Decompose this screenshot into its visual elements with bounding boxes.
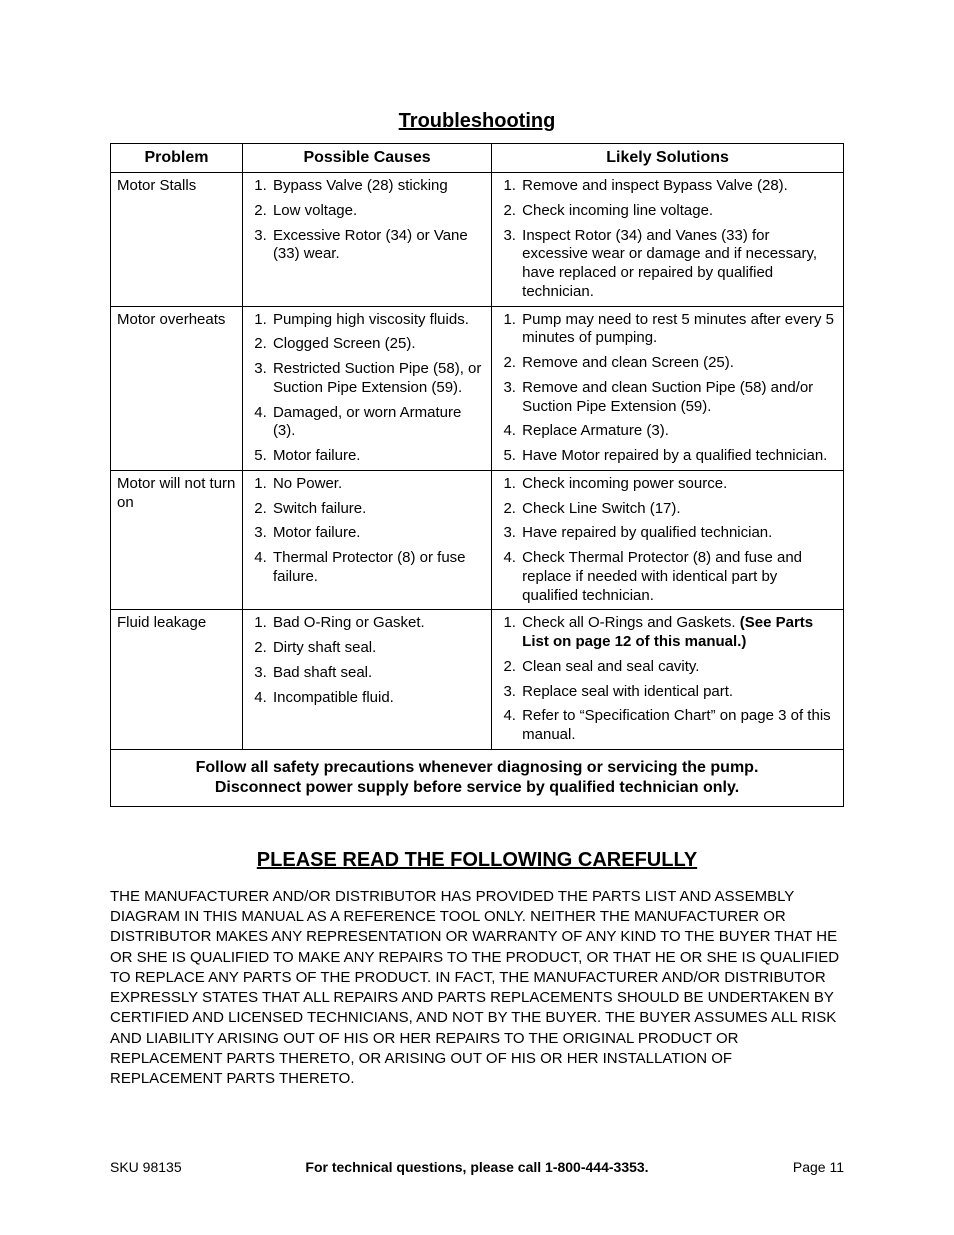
list-item: Motor failure. bbox=[271, 447, 485, 466]
list-item: Thermal Protector (8) or fuse failure. bbox=[271, 549, 485, 587]
footer-sku: SKU 98135 bbox=[110, 1159, 230, 1175]
list-item: Remove and clean Screen (25). bbox=[520, 354, 837, 373]
list-item: Inspect Rotor (34) and Vanes (33) for ex… bbox=[520, 227, 837, 302]
list-item: Replace seal with identical part. bbox=[520, 683, 837, 702]
list-item: Replace Armature (3). bbox=[520, 422, 837, 441]
list-item: Pumping high viscosity fluids. bbox=[271, 311, 485, 330]
list-item: Restricted Suction Pipe (58), or Suction… bbox=[271, 360, 485, 398]
page-footer: SKU 98135 For technical questions, pleas… bbox=[110, 1159, 844, 1175]
list-item: Check Line Switch (17). bbox=[520, 500, 837, 519]
cell-solutions: Check all O-Rings and Gaskets. (See Part… bbox=[492, 610, 844, 750]
list-item: Check incoming power source. bbox=[520, 475, 837, 494]
table-row: Motor overheatsPumping high viscosity fl… bbox=[111, 306, 844, 470]
list-item: Check all O-Rings and Gaskets. (See Part… bbox=[520, 614, 837, 652]
heading-please-read: PLEASE READ THE FOLLOWING CAREFULLY bbox=[110, 849, 844, 872]
heading-troubleshooting: Troubleshooting bbox=[110, 110, 844, 133]
list-item: Pump may need to rest 5 minutes after ev… bbox=[520, 311, 837, 349]
list-item: Damaged, or worn Armature (3). bbox=[271, 404, 485, 442]
list-item: Incompatible fluid. bbox=[271, 689, 485, 708]
cell-problem: Fluid leakage bbox=[111, 610, 243, 750]
list-item: Refer to “Specification Chart” on page 3… bbox=[520, 707, 837, 745]
list-item: Excessive Rotor (34) or Vane (33) wear. bbox=[271, 227, 485, 265]
list-item: Switch failure. bbox=[271, 500, 485, 519]
cell-causes: Bypass Valve (28) sticking Low voltage. Ex… bbox=[242, 173, 491, 307]
list-item: Clean seal and seal cavity. bbox=[520, 658, 837, 677]
list-item: Low voltage. bbox=[271, 202, 485, 221]
table-row: Motor will not turn on No Power. Switch fa… bbox=[111, 470, 844, 610]
th-solutions: Likely Solutions bbox=[492, 144, 844, 173]
cell-causes: Bad O-Ring or Gasket. Dirty shaft seal. Ba… bbox=[242, 610, 491, 750]
cell-problem: Motor will not turn on bbox=[111, 470, 243, 610]
list-item: Bad shaft seal. bbox=[271, 664, 485, 683]
th-causes: Possible Causes bbox=[242, 144, 491, 173]
list-item: Bypass Valve (28) sticking bbox=[271, 177, 485, 196]
troubleshooting-table: Problem Possible Causes Likely Solutions… bbox=[110, 143, 844, 807]
table-footer-cell: Follow all safety precautions whenever d… bbox=[111, 749, 844, 806]
cell-problem: Motor overheats bbox=[111, 306, 243, 470]
cell-problem: Motor Stalls bbox=[111, 173, 243, 307]
list-item: Motor failure. bbox=[271, 524, 485, 543]
footer-center: For technical questions, please call 1-8… bbox=[230, 1159, 724, 1175]
table-footer-row: Follow all safety precautions whenever d… bbox=[111, 749, 844, 806]
list-item: Remove and clean Suction Pipe (58) and/o… bbox=[520, 379, 837, 417]
list-item: Check incoming line voltage. bbox=[520, 202, 837, 221]
cell-solutions: Remove and inspect Bypass Valve (28). Che… bbox=[492, 173, 844, 307]
table-row: Motor Stalls Bypass Valve (28) sticking Lo… bbox=[111, 173, 844, 307]
cell-causes: No Power. Switch failure. Motor failure. Th… bbox=[242, 470, 491, 610]
list-item: Check Thermal Protector (8) and fuse and… bbox=[520, 549, 837, 605]
th-problem: Problem bbox=[111, 144, 243, 173]
list-item: No Power. bbox=[271, 475, 485, 494]
cell-solutions: Check incoming power source. Check Line S… bbox=[492, 470, 844, 610]
list-item: Bad O-Ring or Gasket. bbox=[271, 614, 485, 633]
disclaimer-text: THE MANUFACTURER AND/OR DISTRIBUTOR HAS … bbox=[110, 887, 844, 1090]
list-item: Have repaired by qualified technician. bbox=[520, 524, 837, 543]
list-item: Clogged Screen (25). bbox=[271, 335, 485, 354]
bold-suffix: (See Parts List on page 12 of this manua… bbox=[522, 614, 813, 650]
list-item: Dirty shaft seal. bbox=[271, 639, 485, 658]
page: Troubleshooting Problem Possible Causes … bbox=[0, 0, 954, 1235]
table-row: Fluid leakage Bad O-Ring or Gasket. Dirty … bbox=[111, 610, 844, 750]
list-item: Have Motor repaired by a qualified techn… bbox=[520, 447, 837, 466]
cell-causes: Pumping high viscosity fluids. Clogged Sc… bbox=[242, 306, 491, 470]
cell-solutions: Pump may need to rest 5 minutes after ev… bbox=[492, 306, 844, 470]
list-item: Remove and inspect Bypass Valve (28). bbox=[520, 177, 837, 196]
footer-page: Page 11 bbox=[724, 1159, 844, 1175]
